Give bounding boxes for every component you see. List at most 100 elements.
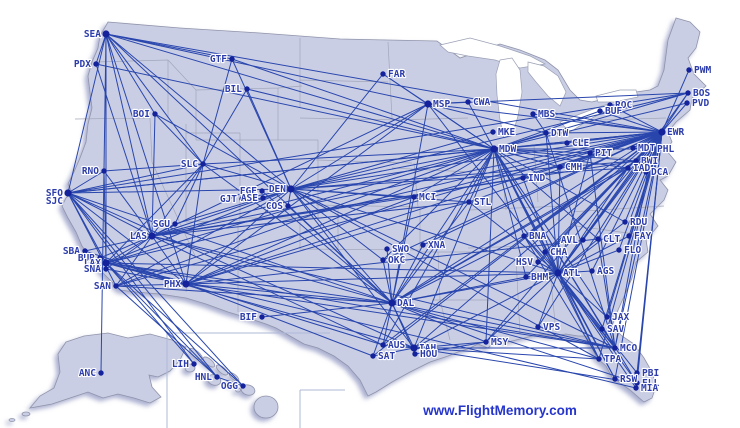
airport-label-sgu: SGU <box>153 219 170 230</box>
airport-label-sea: SEA <box>84 29 101 40</box>
lake-huron <box>527 61 567 107</box>
route-ewr-msy <box>485 131 663 343</box>
route-mdw-cle <box>493 142 568 150</box>
route-mdw-mci <box>413 148 495 198</box>
airport-dot-gtf <box>229 56 235 62</box>
route-den-gjt <box>241 188 292 200</box>
airport-label-roc: ROC <box>615 100 632 111</box>
airport-label-sjc: SJC <box>46 196 63 207</box>
route-den-san <box>115 188 292 287</box>
route-ewr-msp <box>427 103 663 133</box>
airport-dot-las <box>148 232 156 240</box>
airport-label-cos: COS <box>266 201 283 212</box>
watermark-url: www.FlightMemory.com <box>422 403 577 418</box>
route-den-msp <box>290 103 429 190</box>
airport-dot-atl <box>554 269 562 277</box>
airport-dot-sgu <box>172 221 178 227</box>
airport-label-ind: IND <box>528 173 545 184</box>
route-phx-stl <box>185 201 470 285</box>
route-den-slc <box>202 163 292 190</box>
route-las-rno <box>103 170 153 237</box>
route-atl-ags <box>557 270 593 274</box>
route-atl-stl <box>468 201 559 274</box>
route-bna-tpa <box>523 235 600 360</box>
route-dal-den <box>290 188 393 304</box>
airport-dot-far <box>380 71 386 77</box>
route-ewr-dtw <box>545 131 663 134</box>
route-atl-fay <box>557 235 630 274</box>
airport-dot-phx <box>182 280 190 288</box>
route-lax-mia <box>105 262 637 389</box>
route-atl-iah <box>413 272 559 349</box>
airport-dot-ind <box>520 175 526 181</box>
airport-label-bhm: BHM <box>531 272 548 283</box>
airport-dot-dal <box>388 299 396 307</box>
route-phl-mco <box>614 148 653 349</box>
route-den-iah <box>290 188 415 349</box>
airport-label-vps: VPS <box>543 322 560 333</box>
route-iah-tpa <box>413 347 600 360</box>
route-mdw-jax <box>493 148 608 318</box>
route-den-iad <box>290 167 629 190</box>
route-lax-iah <box>105 262 415 349</box>
alaska-outline <box>28 332 187 409</box>
route-dal-aus <box>382 302 393 346</box>
airport-label-pvd: PVD <box>692 98 709 109</box>
airport-dot-bil <box>244 86 250 92</box>
route-las-ind <box>151 177 524 237</box>
airport-dot-rno <box>101 168 107 174</box>
route-ewr-buf <box>599 110 663 133</box>
route-iah-sat <box>372 347 415 357</box>
airport-dot-mci <box>411 194 417 200</box>
route-phx-clt <box>185 238 599 285</box>
airport-label-iad: IAD <box>633 163 650 174</box>
route-ewr-jax <box>606 131 663 318</box>
airport-dot-mdw <box>490 145 498 153</box>
route-sea-sfo <box>67 33 107 194</box>
airport-label-cwa: CWA <box>473 97 490 108</box>
airport-dot-mke <box>490 129 496 135</box>
route-den-mco <box>290 188 616 349</box>
route-phx-msp <box>185 103 429 285</box>
route-mdw-sfo <box>67 148 495 194</box>
route-sea-las <box>105 33 153 237</box>
airport-label-iah: IAH <box>419 343 436 354</box>
airport-dot-msp <box>424 100 432 108</box>
route-mdw-bwi <box>493 148 637 162</box>
route-den-boi <box>154 113 292 190</box>
route-iah-aus <box>382 344 415 349</box>
route-mdw-clt <box>493 148 599 240</box>
route-sfo-ogg <box>67 192 244 387</box>
airport-label-ags: AGS <box>597 266 614 277</box>
airport-dot-bur <box>97 255 103 261</box>
airport-dot-tpa <box>596 356 602 362</box>
route-sea-boi <box>105 33 156 115</box>
route-ewr-rsw <box>614 131 663 380</box>
airport-label-rsw: RSW <box>620 374 637 385</box>
route-dal-xna <box>391 244 424 304</box>
aleutian-island <box>21 411 31 417</box>
airport-label-aus: AUS <box>388 340 405 351</box>
route-den-stl <box>290 188 470 203</box>
airport-dot-sna <box>103 266 109 272</box>
route-iah-msy <box>413 341 487 349</box>
airport-label-jax: JAX <box>612 312 629 323</box>
route-atl-pit <box>557 152 591 274</box>
airport-dot-dca <box>643 169 649 175</box>
airport-label-sfo: SFO <box>46 188 63 199</box>
airport-label-sna: SNA <box>84 264 101 275</box>
route-slc-sgu <box>174 163 204 225</box>
route-msp-dtw <box>427 103 547 134</box>
route-mdw-pvd <box>493 102 688 150</box>
airport-label-far: FAR <box>388 69 405 80</box>
airport-dot-fll <box>634 380 640 386</box>
route-sea-slc <box>105 33 204 165</box>
route-dal-sfo <box>67 192 393 304</box>
airport-label-pbi: PBI <box>642 368 659 379</box>
aleutian-island <box>8 418 16 422</box>
airport-dot-hsv <box>535 259 541 265</box>
route-atl-den <box>290 188 559 274</box>
airport-dot-ege <box>259 188 265 194</box>
